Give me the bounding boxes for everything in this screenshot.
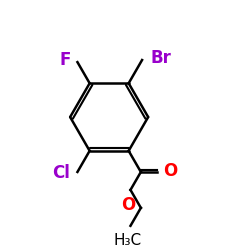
Text: F: F [60,51,71,69]
Text: O: O [163,162,177,180]
Text: H₃C: H₃C [114,233,142,248]
Text: O: O [121,196,135,214]
Text: Cl: Cl [52,164,70,182]
Text: Br: Br [150,48,172,66]
